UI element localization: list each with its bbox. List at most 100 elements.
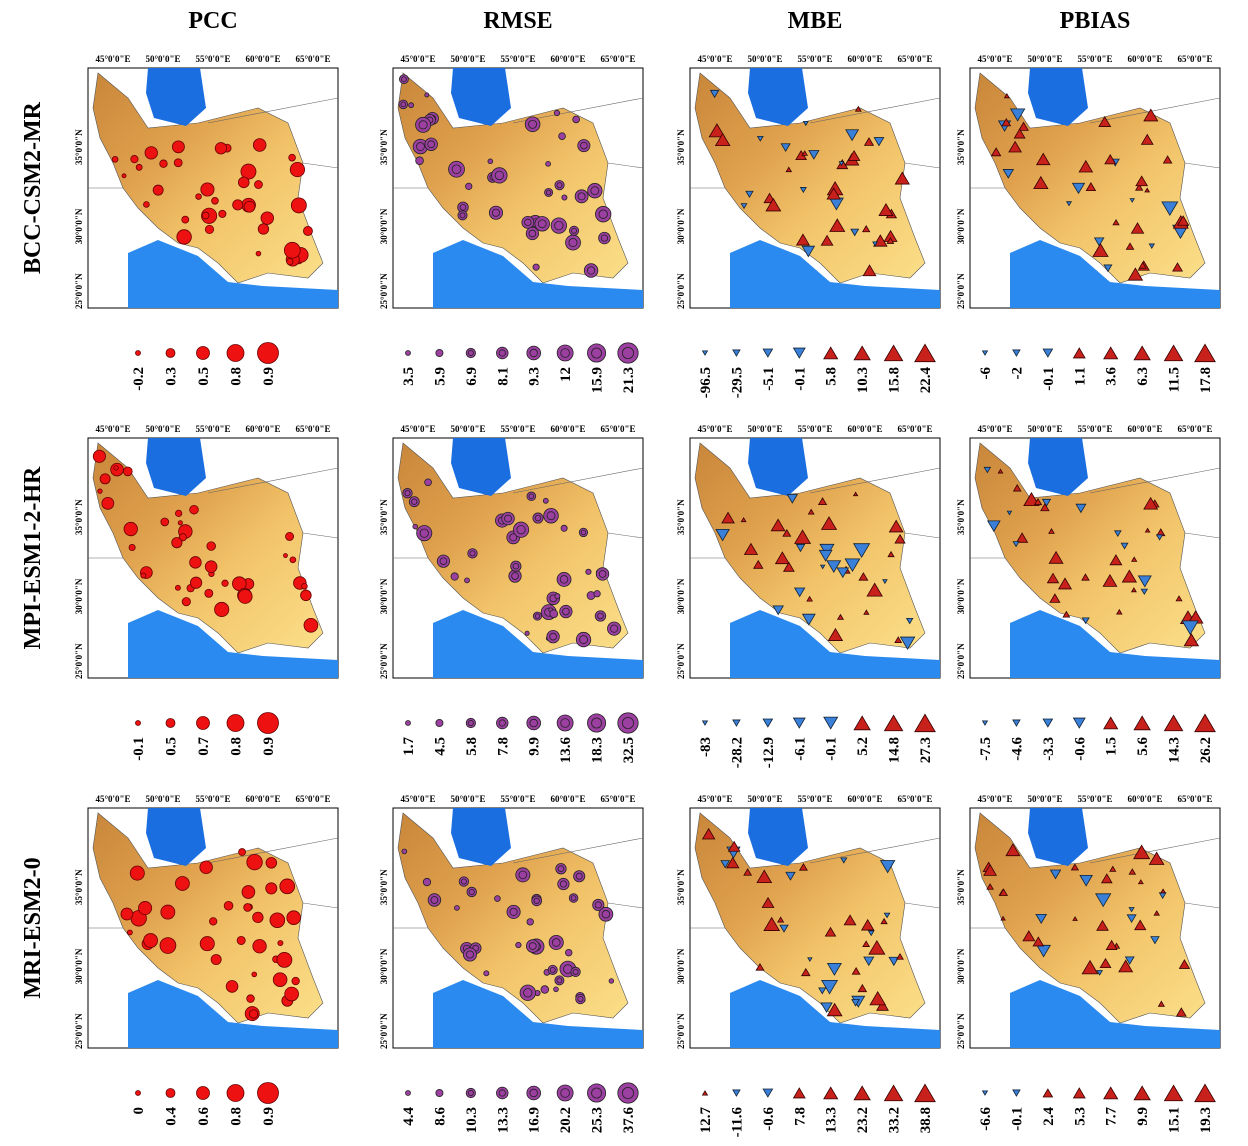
lon-label: 60°0'0"E [847,794,882,804]
station [205,589,213,597]
station [123,467,132,476]
lon-label: 55°0'0"E [1077,794,1112,804]
station [253,139,266,152]
legend-label: 0.9 [261,367,277,386]
legend-symbol [527,716,541,730]
lat-label: 35°0'0"N [379,129,389,165]
lon-label: 65°0'0"E [897,424,932,434]
station [495,896,501,902]
legend-label: 0.8 [229,737,245,756]
station [244,904,252,912]
legend-label: -0.6 [761,1107,777,1131]
lon-label: 60°0'0"E [245,424,280,434]
station [459,877,469,887]
legend-symbol [618,343,638,363]
legend-symbol [227,1085,244,1102]
station [516,942,521,947]
legend-symbol [915,1084,935,1101]
station [569,226,578,235]
station [449,161,465,177]
legend-label: 9.3 [527,367,543,386]
legend-symbol [1013,350,1020,356]
lon-label: 50°0'0"E [450,424,485,434]
station [239,849,246,856]
lon-label: 65°0'0"E [897,54,932,64]
station [565,949,572,956]
lon-label: 50°0'0"E [450,54,485,64]
station [488,159,493,164]
lon-label: 60°0'0"E [245,54,280,64]
legend-label: 7.7 [1104,1107,1120,1126]
legend-label: 0.7 [196,737,212,756]
legend-symbol [527,1086,541,1100]
legend-label: 20.2 [558,1107,574,1133]
lon-label: 50°0'0"E [145,794,180,804]
column-title: PCC [188,8,237,34]
legend-symbol [197,717,210,730]
legend-symbol [136,721,141,726]
station [533,264,539,270]
station [562,195,567,200]
legend-label: 5.2 [855,737,871,756]
station [291,198,306,213]
station [244,201,255,212]
legend-label: 14.8 [887,737,903,763]
legend-label: 1.7 [401,737,417,756]
lat-label: 35°0'0"N [74,129,84,165]
legend-symbol [1013,1090,1020,1096]
legend-label: 7.8 [495,737,511,756]
lat-label: 30°0'0"N [74,948,84,984]
station [205,561,217,573]
lat-label: 25°0'0"N [676,1013,686,1049]
legend-label: 3.5 [401,367,417,386]
lon-label: 55°0'0"E [1077,54,1112,64]
station [549,935,563,949]
legend-symbol [1043,349,1052,357]
legend-symbol [793,348,805,358]
legend-symbol [1164,345,1182,360]
lon-label: 45°0'0"E [977,424,1012,434]
lon-label: 65°0'0"E [295,794,330,804]
legend-symbol [1013,720,1020,726]
map-panel: 45°0'0"E50°0'0"E55°0'0"E60°0'0"E65°0'0"E… [74,794,338,1126]
station [525,631,529,635]
station [182,598,190,606]
lon-label: 55°0'0"E [500,424,535,434]
legend-label: 5.9 [432,367,448,386]
lat-label: 35°0'0"N [676,129,686,165]
lon-label: 60°0'0"E [1127,794,1162,804]
station [543,498,548,503]
column-title: RMSE [483,8,552,34]
legend-label: 19.3 [1198,1107,1214,1133]
legend-label: 18.3 [590,737,606,763]
legend-symbol [406,1091,411,1096]
lon-label: 50°0'0"E [450,794,485,804]
lon-label: 65°0'0"E [1177,794,1212,804]
legend-symbol [587,1084,605,1102]
legend-label: 5.8 [824,367,840,386]
station [287,911,301,925]
legend-symbol [983,1091,988,1095]
legend-symbol [587,714,605,732]
lat-label: 35°0'0"N [74,499,84,535]
station [131,155,138,162]
station [425,93,429,97]
lat-label: 35°0'0"N [74,869,84,905]
map-panel: 45°0'0"E50°0'0"E55°0'0"E60°0'0"E65°0'0"E… [676,794,940,1137]
station [98,489,102,493]
station [599,907,613,921]
legend-symbol [166,1089,175,1098]
figure: PCCRMSEMBEPBIASBCC-CSM2-MRMPI-ESM1-2-HRM… [0,0,1248,1146]
station [112,156,118,162]
row-label: MPI-ESM1-2-HR [20,466,46,649]
legend-label: 12 [558,367,574,382]
legend-label: 0.3 [164,367,180,386]
station [596,568,609,581]
station [545,188,553,196]
lon-label: 65°0'0"E [600,794,635,804]
station [558,878,569,889]
station [533,513,543,523]
legend-label: 5.3 [1072,1107,1088,1126]
legend-label: 33.2 [887,1107,903,1133]
lat-label: 35°0'0"N [676,869,686,905]
